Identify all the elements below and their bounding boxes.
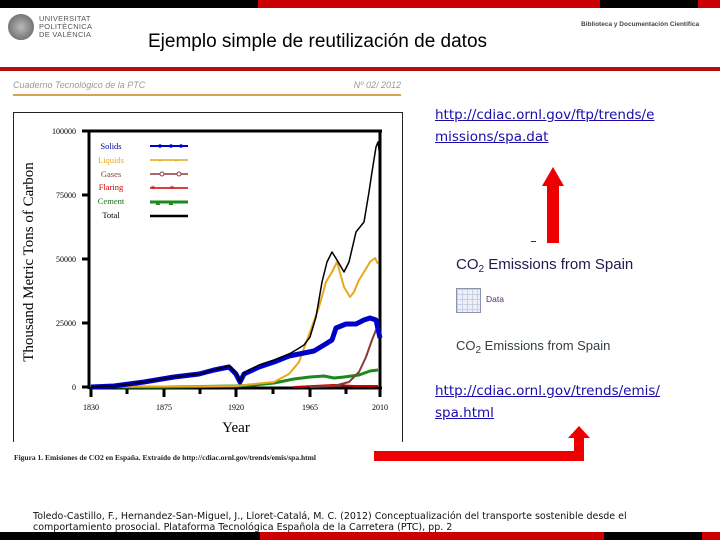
chart-series: [90, 141, 383, 390]
svg-text:1965: 1965: [302, 403, 318, 412]
top-decor-bar: [0, 0, 720, 8]
document-number: Nº 02/ 2012: [353, 80, 401, 90]
svg-text:▲: ▲: [167, 198, 175, 207]
bottom-decor-bar: [0, 532, 720, 540]
link-line: http://cdiac.ornl.gov/trends/emis/: [435, 383, 660, 399]
series-gases: [309, 327, 379, 388]
svg-text:1830: 1830: [83, 403, 99, 412]
svg-text:*: *: [170, 184, 175, 194]
university-logo: Universitat Politècnica de València: [8, 14, 92, 40]
svg-text:▲: ▲: [154, 198, 162, 207]
svg-text:0: 0: [72, 383, 76, 392]
svg-text:Cement: Cement: [98, 196, 125, 206]
svg-text:Liquids: Liquids: [98, 155, 124, 165]
data-file-link[interactable]: http://cdiac.ornl.gov/ftp/trends/e missi…: [435, 104, 705, 148]
link-line: missions/spa.dat: [435, 129, 549, 145]
svg-text:1920: 1920: [228, 403, 244, 412]
y-tick-labels: 100000 75000 50000 25000 0: [52, 127, 76, 392]
data-link[interactable]: Data: [486, 294, 504, 304]
svg-text:100000: 100000: [52, 127, 76, 136]
library-label: Biblioteca y Documentación Científica: [581, 21, 700, 28]
logo-line: Universitat: [39, 14, 91, 23]
figure-frame: [13, 112, 403, 442]
svg-text:25000: 25000: [56, 319, 76, 328]
figure-caption: Figura 1. Emisiones de CO2 en España. Ex…: [14, 453, 316, 462]
chart-legend: Solids Liquids Gases Flaring Cement Tota…: [98, 141, 188, 220]
stray-mark: [531, 241, 536, 242]
svg-text:Gases: Gases: [101, 169, 121, 179]
link-line: http://cdiac.ornl.gov/ftp/trends/e: [435, 107, 655, 123]
svg-text:50000: 50000: [56, 255, 76, 264]
title-divider: [0, 67, 720, 71]
svg-text:1875: 1875: [156, 403, 172, 412]
citation-line: comportamiento prosocial. Plataforma Tec…: [33, 522, 453, 533]
arrow-up-icon: [542, 167, 564, 243]
table-grid-icon[interactable]: [456, 288, 481, 313]
series-total: [90, 141, 381, 388]
website-title: CO2 Emissions from Spain: [456, 256, 634, 275]
university-seal-icon: [8, 14, 34, 40]
logo-line: Politècnica: [39, 22, 93, 31]
svg-text:+: +: [158, 157, 162, 165]
svg-text:75000: 75000: [56, 191, 76, 200]
web-page-link[interactable]: http://cdiac.ornl.gov/trends/emis/ spa.h…: [435, 380, 705, 424]
citation-line: Toledo-Castillo, F., Hernandez-San-Migue…: [33, 511, 627, 522]
website-subtitle: CO2 Emissions from Spain: [456, 338, 611, 356]
logo-line: de València: [39, 30, 92, 39]
svg-text:2010: 2010: [372, 403, 388, 412]
website-snippet: CO2 Emissions from Spain Data CO2 Emissi…: [440, 244, 710, 364]
svg-text:+: +: [174, 157, 178, 165]
citation: Toledo-Castillo, F., Hernandez-San-Migue…: [33, 511, 693, 533]
svg-text:Solids: Solids: [100, 141, 121, 151]
emissions-chart: 100000 75000 50000 25000 0 1830 1875 192…: [21, 127, 388, 436]
document-header-rule: [13, 94, 401, 96]
svg-text:Total: Total: [102, 210, 120, 220]
arrow-elbow-icon: [374, 426, 590, 461]
y-axis-label: Thousand Metric Tons of Carbon: [21, 162, 37, 362]
link-line: spa.html: [435, 405, 494, 421]
slide-title: Ejemplo simple de reutilización de datos: [148, 31, 488, 52]
svg-text:Flaring: Flaring: [99, 182, 124, 192]
x-axis-label: Year: [222, 420, 250, 436]
svg-text:*: *: [151, 184, 156, 194]
x-tick-labels: 1830 1875 1920 1965 2010: [83, 403, 388, 412]
document-series: Cuaderno Tecnológico de la PTC: [13, 80, 146, 90]
series-liquids: [90, 257, 379, 388]
